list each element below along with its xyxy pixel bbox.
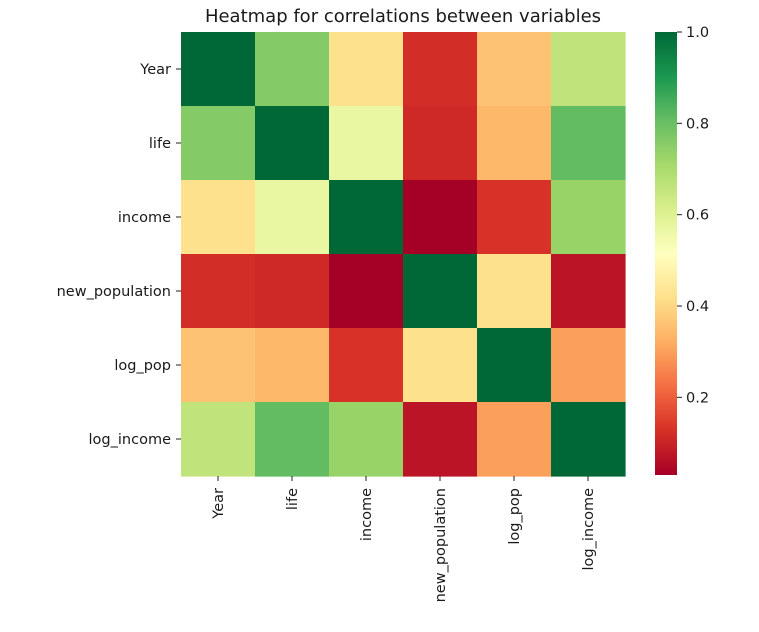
colorbar: 0.2 0.4 0.6 0.8 1.0 (655, 25, 709, 475)
heatmap-cell-new_population-log_income (551, 254, 626, 329)
heatmap-cell-new_population-log_pop (477, 254, 552, 329)
heatmap-cell-log_income-new_population (403, 402, 478, 477)
heatmap-cell-Year-log_income (551, 32, 626, 107)
column-label-log_income: log_income (581, 488, 597, 571)
heatmap-cell-income-life (255, 180, 330, 255)
heatmap-cell-income-income (329, 180, 404, 255)
heatmap-cells (181, 32, 626, 477)
heatmap-cell-Year-income (329, 32, 404, 107)
heatmap-cell-Year-life (255, 32, 330, 107)
heatmap-cell-log_pop-Year (181, 328, 256, 403)
column-label-log_pop: log_pop (507, 488, 523, 545)
colorbar-tick-label: 0.4 (686, 299, 709, 315)
row-label-log_pop: log_pop (114, 358, 171, 374)
heatmap-cell-income-log_income (551, 180, 626, 255)
heatmap-cell-new_population-new_population (403, 254, 478, 329)
heatmap-cell-new_population-life (255, 254, 330, 329)
heatmap-cell-new_population-Year (181, 254, 256, 329)
column-label-income: income (359, 488, 375, 541)
heatmap-cell-life-log_pop (477, 106, 552, 181)
row-label-log_income: log_income (89, 432, 172, 448)
heatmap-cell-life-income (329, 106, 404, 181)
column-labels: Year life income new_population log_pop log_i… (211, 476, 597, 602)
chart-title: Heatmap for correlations between variabl… (205, 6, 601, 27)
heatmap-cell-log_pop-new_population (403, 328, 478, 403)
row-label-life: life (149, 136, 171, 152)
heatmap-cell-log_income-Year (181, 402, 256, 477)
colorbar-tick-label: 0.6 (686, 208, 709, 224)
heatmap-cell-Year-log_pop (477, 32, 552, 107)
heatmap-cell-income-log_pop (477, 180, 552, 255)
heatmap-cell-Year-Year (181, 32, 256, 107)
colorbar-ticks: 0.2 0.4 0.6 0.8 1.0 (677, 25, 709, 406)
column-label-Year: Year (211, 488, 227, 520)
heatmap-cell-log_pop-log_pop (477, 328, 552, 403)
heatmap-cell-income-Year (181, 180, 256, 255)
heatmap-cell-log_income-log_income (551, 402, 626, 477)
heatmap-cell-log_pop-income (329, 328, 404, 403)
column-label-new_population: new_population (433, 488, 449, 602)
colorbar-tick-label: 1.0 (686, 25, 709, 41)
heatmap-cell-life-log_income (551, 106, 626, 181)
heatmap-cell-log_pop-life (255, 328, 330, 403)
column-label-life: life (285, 488, 301, 510)
colorbar-gradient (655, 32, 677, 475)
heatmap-cell-log_pop-log_income (551, 328, 626, 403)
heatmap-cell-Year-new_population (403, 32, 478, 107)
heatmap-cell-life-new_population (403, 106, 478, 181)
row-label-income: income (118, 210, 171, 226)
heatmap-cell-income-new_population (403, 180, 478, 255)
colorbar-tick-label: 0.8 (686, 116, 709, 132)
heatmap-cell-life-life (255, 106, 330, 181)
heatmap-cell-log_income-income (329, 402, 404, 477)
heatmap-cell-log_income-life (255, 402, 330, 477)
colorbar-tick-label: 0.2 (686, 390, 709, 406)
heatmap-cell-new_population-income (329, 254, 404, 329)
row-labels: Year life income new_population log_pop log_i… (57, 62, 181, 448)
row-label-Year: Year (139, 62, 171, 78)
row-label-new_population: new_population (57, 284, 171, 300)
heatmap-cell-life-Year (181, 106, 256, 181)
heatmap-cell-log_income-log_pop (477, 402, 552, 477)
